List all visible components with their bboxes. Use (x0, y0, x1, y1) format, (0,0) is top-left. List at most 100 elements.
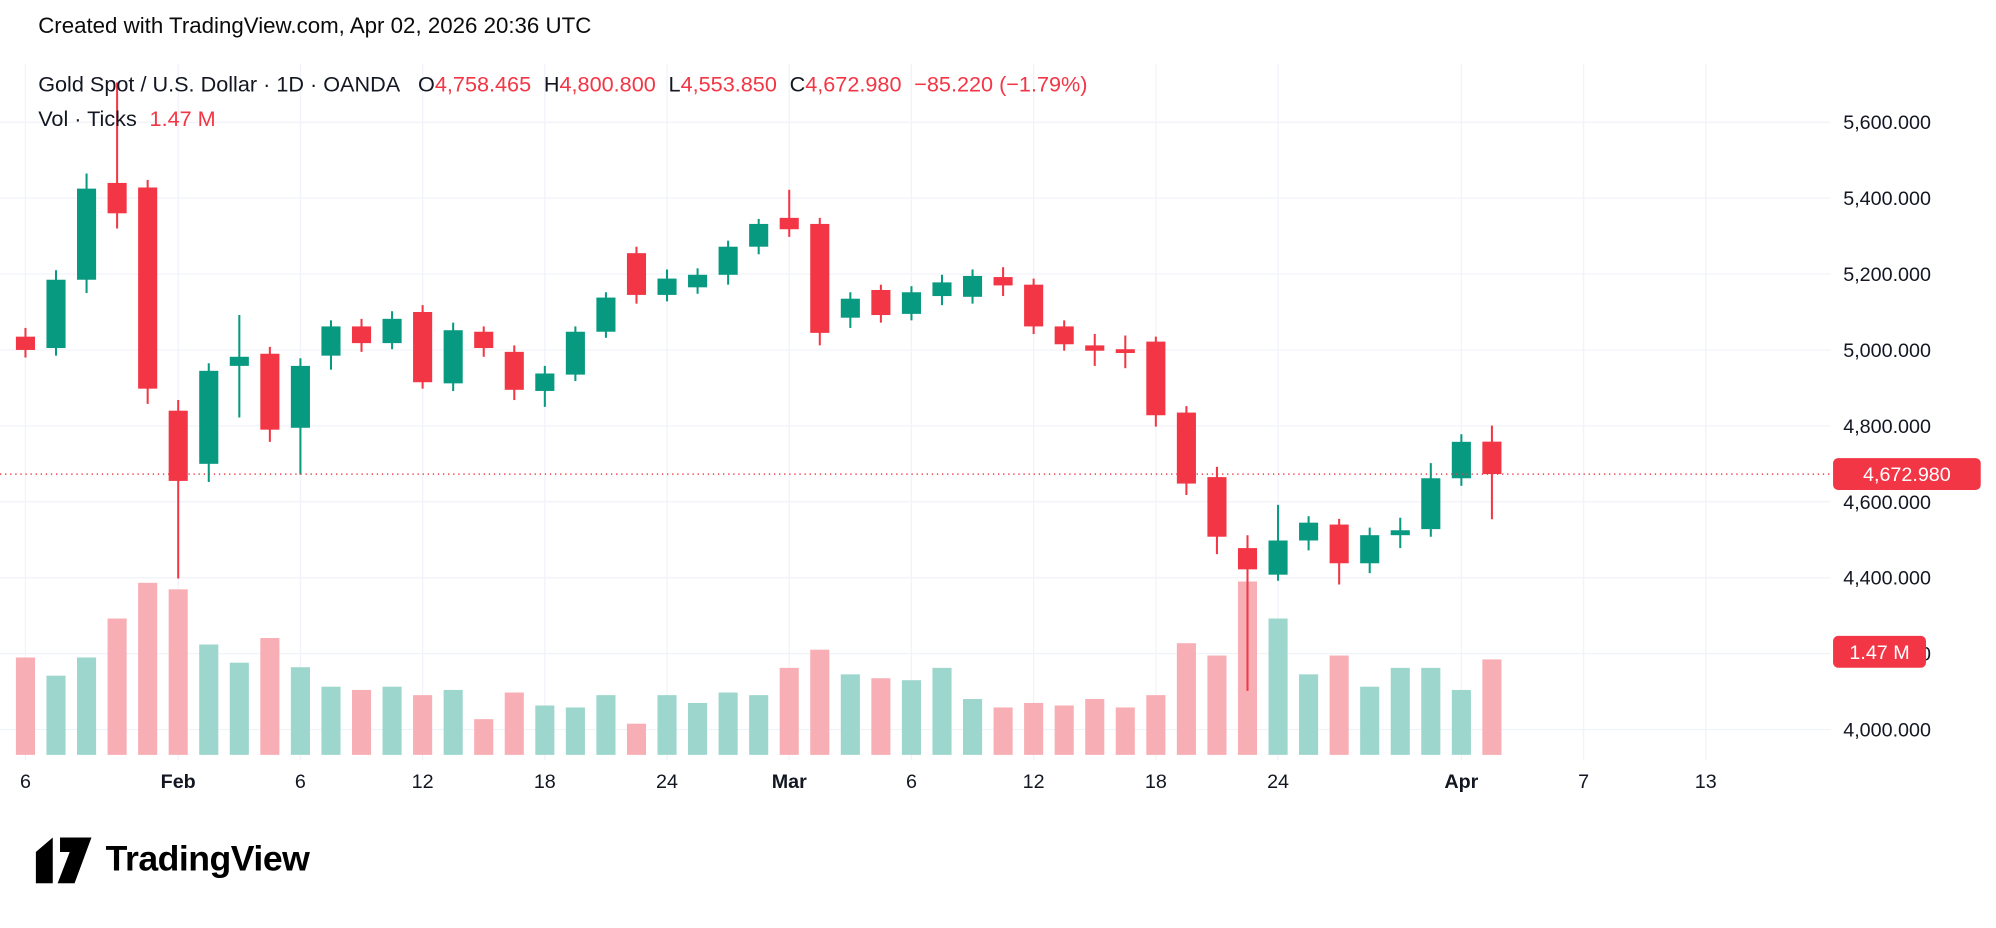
candle-body (749, 223, 769, 247)
volume-bar (718, 692, 738, 755)
volume-bar (168, 589, 188, 755)
volume-bar (1390, 667, 1410, 755)
candle-body (1085, 345, 1105, 351)
time-axis-label: 7 (1578, 771, 1589, 793)
volume-bar (260, 638, 280, 755)
volume-bar (1115, 707, 1135, 755)
time-axis-label: Apr (1444, 771, 1478, 793)
candle-body (321, 326, 341, 356)
candle-body (382, 318, 402, 344)
candle-body (1360, 535, 1380, 564)
chart-legend: Gold Spot / U.S. Dollar · 1D · OANDA O4,… (38, 70, 1087, 139)
volume-bar (626, 723, 647, 755)
volume-bar (321, 686, 341, 755)
volume-indicator-title: Vol · Ticks (38, 106, 137, 132)
candle-body (1146, 341, 1166, 416)
low-pair: L4,553.850 (669, 70, 777, 99)
candle-body (413, 311, 433, 383)
volume-bar (413, 695, 433, 755)
time-axis-label: 24 (1267, 771, 1289, 793)
candle-body (443, 330, 463, 384)
candle-body (779, 217, 799, 230)
candle-body (993, 277, 1013, 286)
volume-bar (535, 705, 555, 755)
volume-bar (1024, 702, 1044, 755)
price-axis-label: 4,600.000 (1843, 492, 1931, 514)
volume-bar (351, 689, 372, 755)
tradingview-wordmark: TradingView (105, 838, 310, 879)
price-axis-label: 5,400.000 (1843, 188, 1931, 210)
volume-bar (107, 618, 127, 755)
candle-body (351, 326, 372, 344)
volume-bar (1176, 643, 1196, 755)
low-label: L (668, 72, 681, 97)
volume-bar (474, 719, 494, 755)
time-axis-label: 6 (906, 771, 917, 793)
candle-body (229, 356, 249, 366)
candle-body (1482, 441, 1502, 475)
price-axis-label: 4,800.000 (1843, 416, 1931, 438)
volume-indicator-value: 1.47 M (149, 106, 216, 132)
candle-body (77, 188, 97, 280)
price-axis-label: 5,000.000 (1843, 340, 1931, 362)
time-axis-label: 12 (1023, 771, 1045, 793)
volume-bar (1054, 705, 1074, 755)
volume-bar (15, 657, 36, 755)
close-pair: C4,672.980 (790, 70, 902, 99)
volume-badge-text: 1.47 M (1849, 642, 1909, 664)
candle-body (871, 289, 891, 316)
time-axis-label: Feb (161, 771, 196, 793)
candle-body (962, 275, 983, 297)
candle-body (1299, 522, 1319, 541)
candle-body (596, 297, 616, 332)
last-price-badge (1833, 458, 1981, 490)
tradingview-logo: TradingView (35, 835, 310, 884)
candle-body (1451, 441, 1471, 479)
high-pair: H4,800.800 (544, 70, 656, 99)
candle-body (1176, 412, 1196, 484)
high-value: 4,800.800 (559, 72, 656, 97)
candle-body (168, 410, 188, 481)
open-value: 4,758.465 (434, 72, 532, 97)
volume-bar (1482, 659, 1502, 755)
time-axis-label: 13 (1695, 771, 1717, 793)
candle-body (718, 246, 738, 275)
volume-row: Vol · Ticks 1.47 M (38, 104, 1087, 133)
candle-body (474, 331, 494, 349)
candle-body (840, 298, 860, 318)
volume-bar (871, 678, 891, 755)
close-value: 4,672.980 (805, 72, 902, 97)
open-pair: O4,758.465 (418, 70, 531, 99)
candle-body (260, 353, 280, 430)
volume-bar (1329, 655, 1349, 755)
volume-bar (901, 680, 921, 755)
candle-body (535, 373, 555, 391)
time-axis-label: 24 (656, 771, 678, 793)
symbol-title: Gold Spot / U.S. Dollar · 1D · OANDA (38, 72, 401, 97)
last-price-badge-text: 4,672.980 (1863, 464, 1951, 486)
candle-body (688, 274, 708, 288)
price-axis-label: 4,000.000 (1843, 720, 1931, 742)
volume-bar (993, 707, 1013, 755)
price-axis-label: 5,600.000 (1843, 112, 1931, 134)
candle-body (1237, 548, 1258, 570)
tradingview-logo-icon (35, 837, 92, 884)
candle-body (199, 370, 219, 464)
candle-body (565, 331, 585, 375)
high-label: H (543, 72, 560, 97)
volume-bar (1207, 655, 1227, 755)
volume-bar (77, 657, 97, 755)
volume-bar (1299, 674, 1319, 755)
volume-bar (229, 662, 249, 755)
low-value: 4,553.850 (680, 72, 777, 97)
candle-body (1115, 349, 1135, 353)
candle-body (290, 365, 310, 428)
credit-header: Created with TradingView.com, Apr 02, 20… (38, 12, 592, 39)
candle-body (138, 187, 158, 389)
volume-badge (1833, 635, 1926, 668)
volume-bar (565, 707, 585, 755)
candle-body (504, 351, 524, 390)
volume-bar (840, 674, 860, 755)
open-label: O (418, 72, 435, 97)
